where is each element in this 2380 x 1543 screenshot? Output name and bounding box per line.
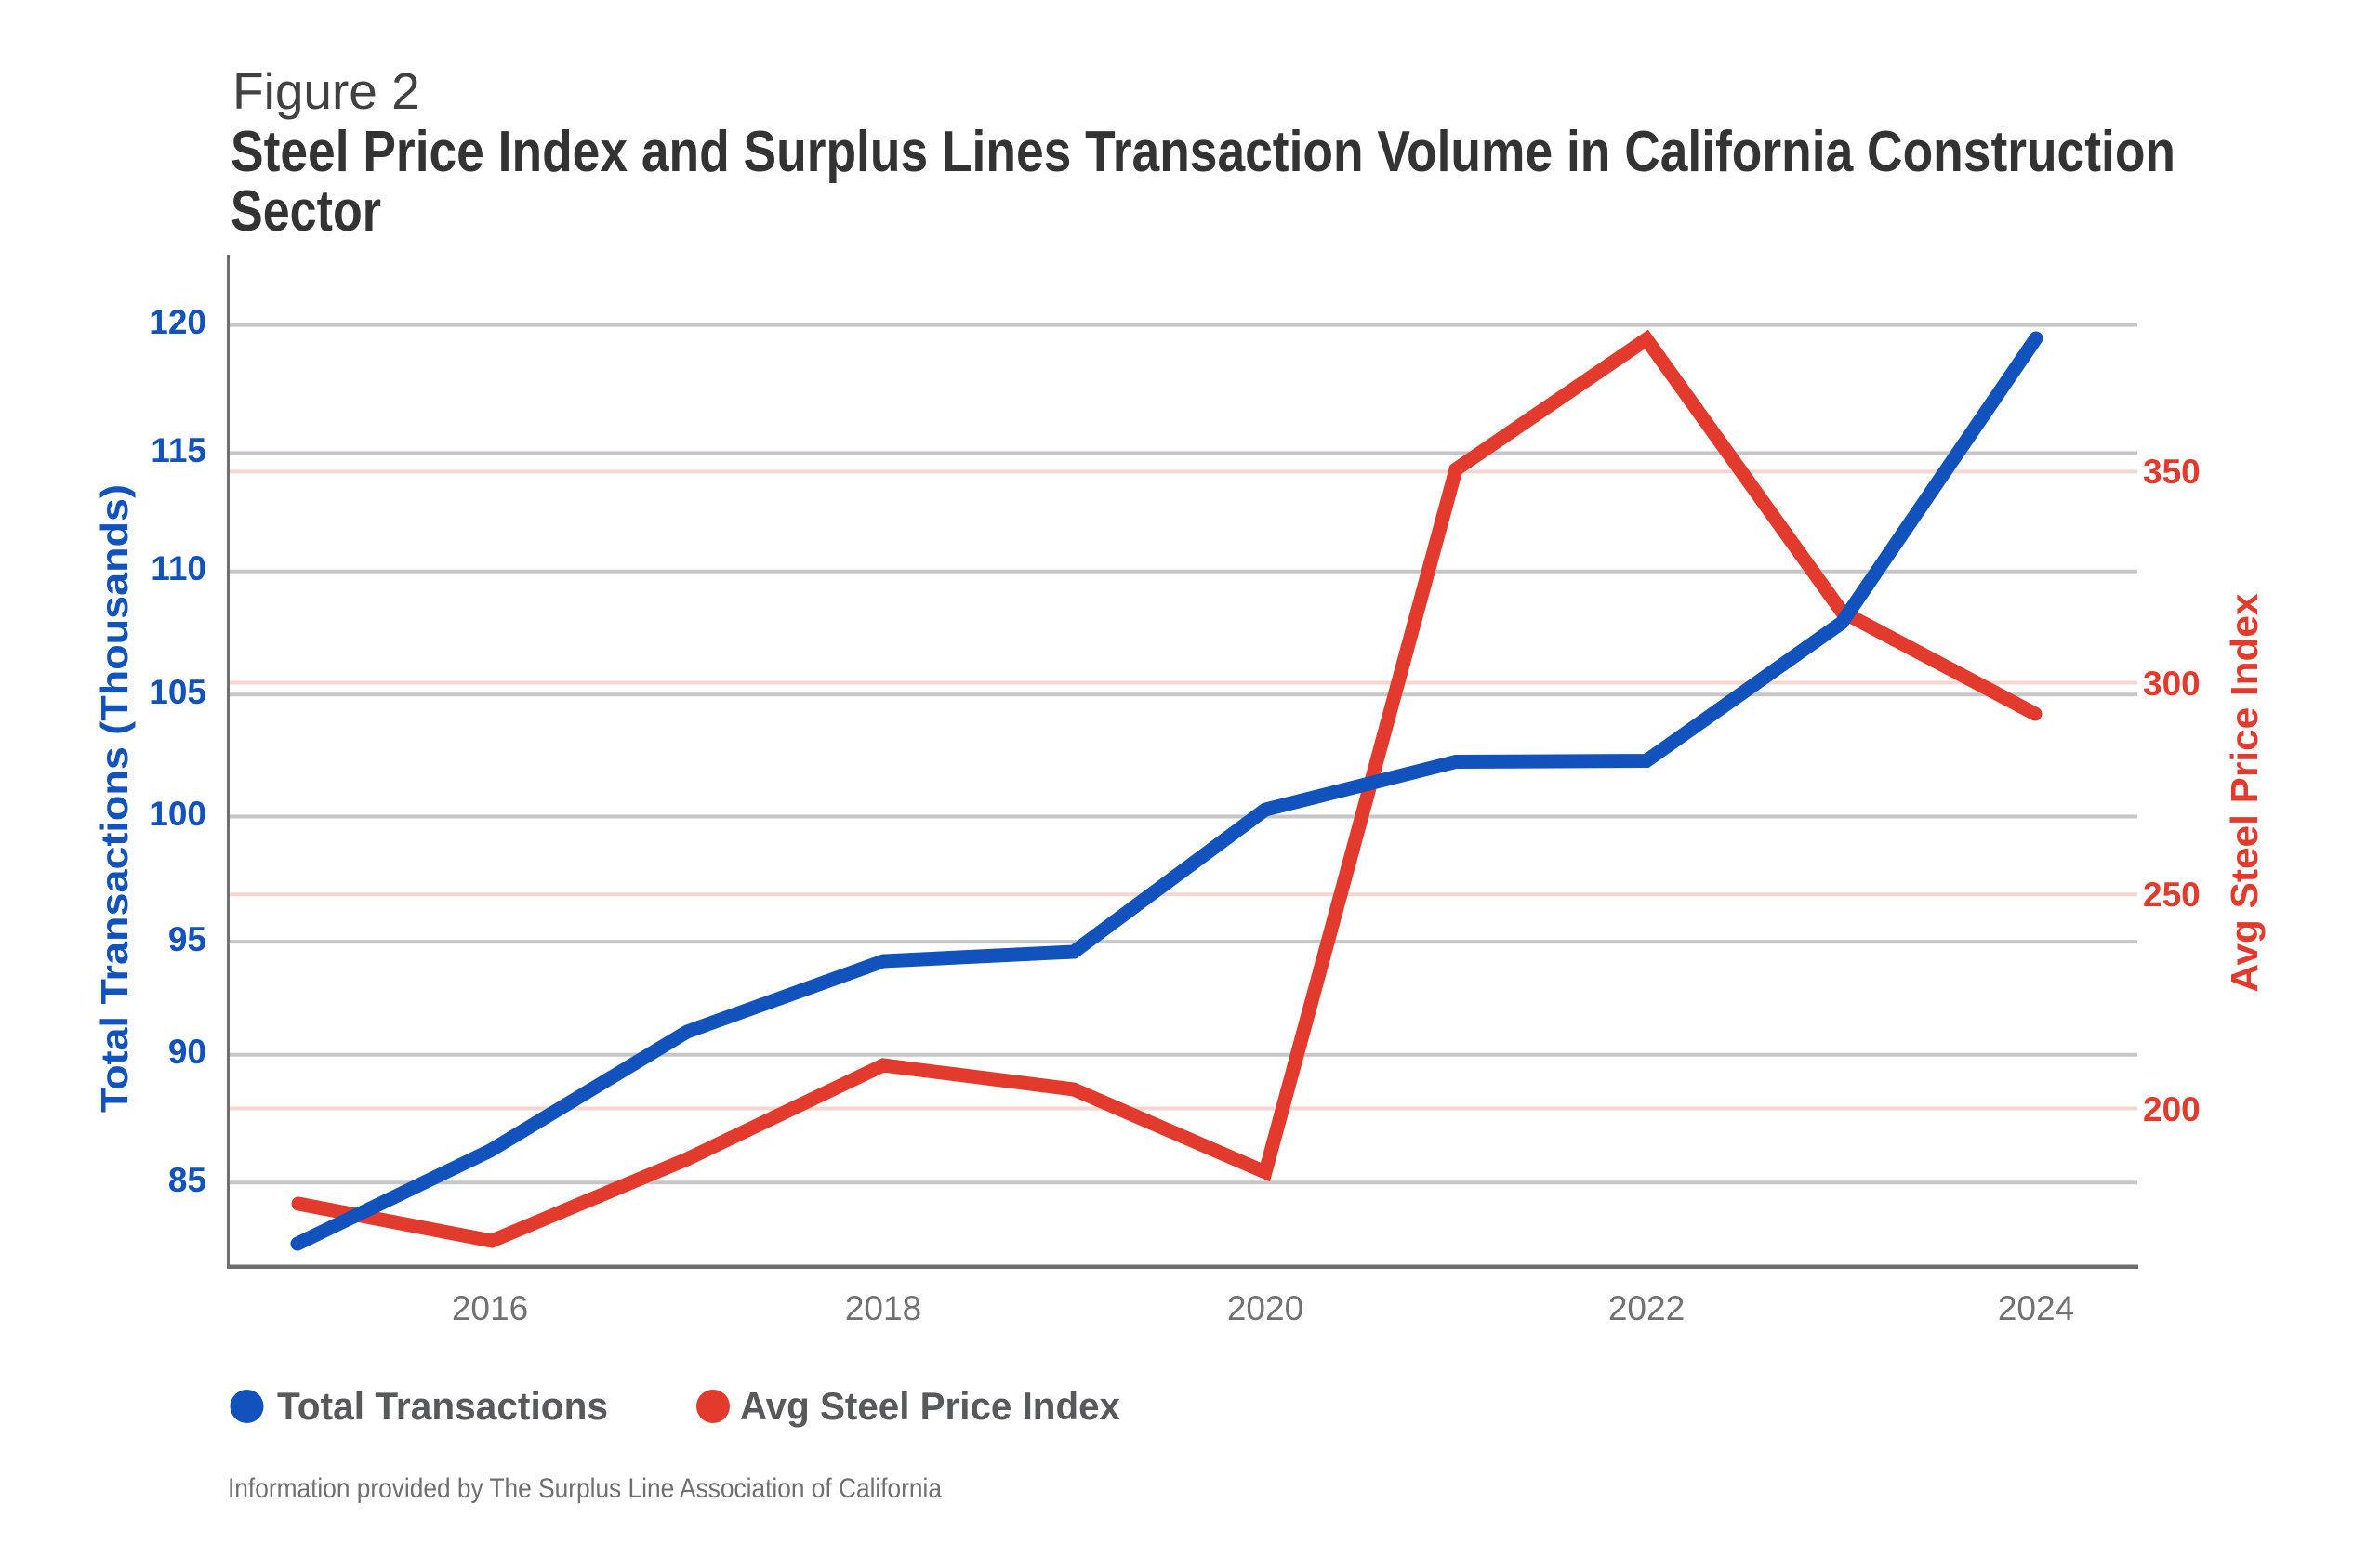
svg-text:350: 350 — [2143, 453, 2201, 491]
svg-text:2024: 2024 — [1998, 1289, 2074, 1327]
svg-text:100: 100 — [149, 795, 206, 833]
svg-text:90: 90 — [168, 1033, 206, 1071]
svg-text:Total Transactions: Total Transactions — [277, 1384, 608, 1428]
svg-text:Figure 2: Figure 2 — [232, 62, 420, 120]
svg-text:115: 115 — [151, 431, 206, 469]
svg-text:110: 110 — [151, 549, 206, 587]
svg-text:2022: 2022 — [1608, 1289, 1685, 1327]
svg-text:Sector: Sector — [231, 179, 381, 244]
svg-text:95: 95 — [168, 920, 206, 958]
svg-text:2020: 2020 — [1227, 1289, 1303, 1327]
svg-text:85: 85 — [168, 1161, 206, 1199]
svg-text:Avg Steel Price Index: Avg Steel Price Index — [740, 1384, 1121, 1428]
svg-text:300: 300 — [2143, 665, 2201, 703]
svg-text:Total Transactions (Thousands): Total Transactions (Thousands) — [93, 484, 136, 1113]
svg-text:250: 250 — [2143, 876, 2201, 914]
svg-text:Steel Price Index and Surplus: Steel Price Index and Surplus Lines Tran… — [231, 120, 2175, 184]
svg-text:Avg Steel Price Index: Avg Steel Price Index — [2223, 593, 2266, 992]
svg-text:105: 105 — [149, 673, 206, 711]
svg-text:2018: 2018 — [845, 1289, 921, 1327]
svg-text:200: 200 — [2143, 1090, 2201, 1128]
svg-text:120: 120 — [149, 303, 206, 341]
svg-text:2016: 2016 — [452, 1289, 528, 1327]
svg-text:Information provided by The Su: Information provided by The Surplus Line… — [228, 1473, 942, 1504]
